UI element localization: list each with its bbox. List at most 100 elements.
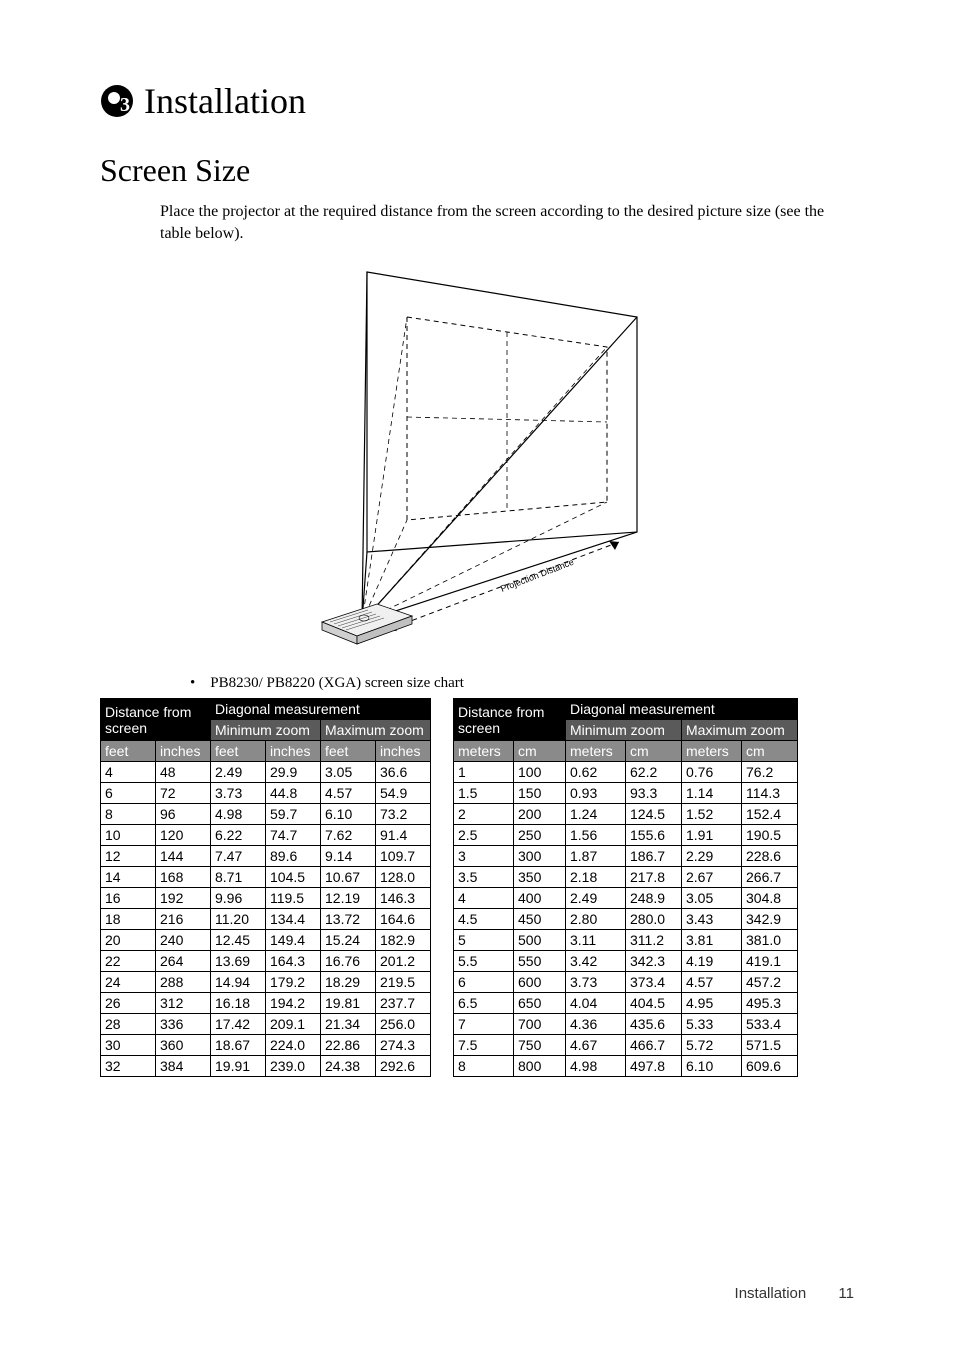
table-cell: 144 — [156, 846, 211, 867]
table-cell: 4.98 — [211, 804, 266, 825]
table-cell: 5.33 — [682, 1014, 742, 1035]
table-cell: 44.8 — [266, 783, 321, 804]
table-header: Distance from screen — [454, 699, 566, 741]
table-row: 6723.7344.84.5754.9 — [101, 783, 431, 804]
table-header: Minimum zoom — [211, 720, 321, 741]
table-cell: 10 — [101, 825, 156, 846]
table-cell: 24 — [101, 972, 156, 993]
table-row: 2428814.94179.218.29219.5 — [101, 972, 431, 993]
table-cell: 89.6 — [266, 846, 321, 867]
table-cell: 360 — [156, 1035, 211, 1056]
table-cell: 3.81 — [682, 930, 742, 951]
table-cell: 292.6 — [376, 1056, 431, 1077]
table-cell: 13.72 — [321, 909, 376, 930]
table-cell: 20 — [101, 930, 156, 951]
table-cell: 124.5 — [626, 804, 682, 825]
table-cell: 119.5 — [266, 888, 321, 909]
table-cell: 5 — [454, 930, 514, 951]
table-cell: 6.5 — [454, 993, 514, 1014]
table-cell: 280.0 — [626, 909, 682, 930]
table-cell: 100 — [514, 762, 566, 783]
table-cell: 8 — [454, 1056, 514, 1077]
table-cell: 3.05 — [682, 888, 742, 909]
table-cell: 182.9 — [376, 930, 431, 951]
table-cell: 342.9 — [742, 909, 798, 930]
table-cell: 5.72 — [682, 1035, 742, 1056]
table-header: Distance from screen — [101, 699, 211, 741]
table-cell: 0.62 — [566, 762, 626, 783]
table-cell: 404.5 — [626, 993, 682, 1014]
table-header: feet — [211, 741, 266, 762]
table-cell: 74.7 — [266, 825, 321, 846]
table-cell: 4.95 — [682, 993, 742, 1014]
table-cell: 700 — [514, 1014, 566, 1035]
table-cell: 224.0 — [266, 1035, 321, 1056]
table-row: 1.51500.9393.31.14114.3 — [454, 783, 798, 804]
chapter-header: 3 Installation — [100, 80, 854, 122]
projection-diagram: Projection Distance — [100, 252, 854, 657]
table-cell: 9.14 — [321, 846, 376, 867]
table-cell: 29.9 — [266, 762, 321, 783]
table-cell: 450 — [514, 909, 566, 930]
table-cell: 4.5 — [454, 909, 514, 930]
table-row: 2631216.18194.219.81237.7 — [101, 993, 431, 1014]
table-cell: 3.5 — [454, 867, 514, 888]
table-cell: 6.10 — [321, 804, 376, 825]
table-cell: 12 — [101, 846, 156, 867]
screen-size-table-imperial: Distance from screenDiagonal measurement… — [100, 698, 431, 1077]
table-cell: 750 — [514, 1035, 566, 1056]
table-cell: 3 — [454, 846, 514, 867]
table-row: 4482.4929.93.0536.6 — [101, 762, 431, 783]
table-cell: 18 — [101, 909, 156, 930]
table-row: 3238419.91239.024.38292.6 — [101, 1056, 431, 1077]
table-cell: 96 — [156, 804, 211, 825]
table-cell: 7.62 — [321, 825, 376, 846]
table-cell: 533.4 — [742, 1014, 798, 1035]
table-cell: 2.67 — [682, 867, 742, 888]
table-cell: 76.2 — [742, 762, 798, 783]
table-cell: 19.91 — [211, 1056, 266, 1077]
table-cell: 5.5 — [454, 951, 514, 972]
table-header: feet — [101, 741, 156, 762]
table-cell: 12.19 — [321, 888, 376, 909]
table-cell: 18.29 — [321, 972, 376, 993]
table-cell: 91.4 — [376, 825, 431, 846]
table-cell: 114.3 — [742, 783, 798, 804]
table-cell: 550 — [514, 951, 566, 972]
table-cell: 237.7 — [376, 993, 431, 1014]
table-cell: 120 — [156, 825, 211, 846]
table-cell: 13.69 — [211, 951, 266, 972]
table-header: Diagonal measurement — [566, 699, 798, 720]
table-cell: 1 — [454, 762, 514, 783]
table-cell: 128.0 — [376, 867, 431, 888]
table-cell: 22 — [101, 951, 156, 972]
table-cell: 16.76 — [321, 951, 376, 972]
table-cell: 435.6 — [626, 1014, 682, 1035]
table-cell: 239.0 — [266, 1056, 321, 1077]
table-row: 2226413.69164.316.76201.2 — [101, 951, 431, 972]
table-row: 3036018.67224.022.86274.3 — [101, 1035, 431, 1056]
table-cell: 54.9 — [376, 783, 431, 804]
table-row: 2.52501.56155.61.91190.5 — [454, 825, 798, 846]
table-cell: 16 — [101, 888, 156, 909]
table-cell: 1.52 — [682, 804, 742, 825]
table-row: 2024012.45149.415.24182.9 — [101, 930, 431, 951]
diagram-label: Projection Distance — [499, 557, 575, 594]
table-cell: 62.2 — [626, 762, 682, 783]
table-row: 3.53502.18217.82.67266.7 — [454, 867, 798, 888]
tables-container: Distance from screenDiagonal measurement… — [100, 698, 854, 1077]
table-cell: 155.6 — [626, 825, 682, 846]
table-header: meters — [682, 741, 742, 762]
table-cell: 16.18 — [211, 993, 266, 1014]
table-cell: 300 — [514, 846, 566, 867]
table-cell: 7.47 — [211, 846, 266, 867]
table-cell: 36.6 — [376, 762, 431, 783]
table-cell: 8.71 — [211, 867, 266, 888]
table-cell: 217.8 — [626, 867, 682, 888]
table-cell: 1.5 — [454, 783, 514, 804]
page-footer: Installation 11 — [735, 1285, 854, 1302]
table-cell: 650 — [514, 993, 566, 1014]
intro-paragraph: Place the projector at the required dist… — [160, 201, 854, 244]
table-cell: 373.4 — [626, 972, 682, 993]
table-cell: 2.49 — [211, 762, 266, 783]
